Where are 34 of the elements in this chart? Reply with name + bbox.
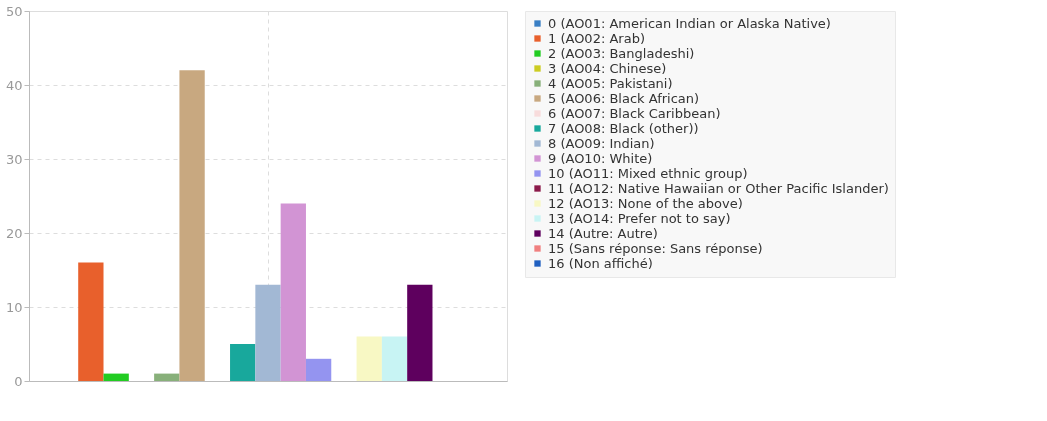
y-tick-label: 30: [5, 151, 23, 167]
bar: [154, 373, 180, 381]
legend-label: 16 (Non affiché): [548, 255, 653, 271]
legend-label: 13 (AO14: Prefer not to say): [548, 210, 731, 226]
y-tick-label: 0: [14, 373, 23, 389]
legend-label: 12 (AO13: None of the above): [548, 195, 743, 211]
bar: [407, 284, 433, 381]
legend-label: 5 (AO06: Black African): [548, 90, 700, 106]
bar: [230, 344, 256, 381]
legend-label: 2 (AO03: Bangladeshi): [548, 45, 695, 61]
y-tick-label: 10: [5, 299, 23, 315]
y-tick-label: 40: [5, 77, 23, 93]
legend-label: 9 (AO10: White): [548, 150, 653, 166]
legend-label: 10 (AO11: Mixed ethnic group): [548, 165, 748, 181]
legend-label: 4 (AO05: Pakistani): [548, 75, 673, 91]
legend-label: 3 (AO04: Chinese): [548, 60, 667, 76]
bar: [356, 336, 382, 381]
bar: [381, 336, 408, 381]
legend-label: 6 (AO07: Black Caribbean): [548, 105, 721, 121]
y-tick-label: 50: [5, 3, 23, 19]
legend-label: 8 (AO09: Indian): [548, 135, 655, 151]
bar: [280, 203, 306, 381]
bar: [255, 284, 281, 381]
legend-label: 14 (Autre: Autre): [548, 225, 658, 241]
y-tick-label: 20: [5, 225, 23, 241]
legend-label: 11 (AO12: Native Hawaiian or Other Pacific Islander): [548, 180, 889, 196]
bar: [78, 262, 104, 381]
bar: [103, 373, 129, 381]
bar: [305, 358, 332, 381]
legend-label: 0 (AO01: American Indian or Alaska Native): [548, 15, 831, 31]
legend-label: 15 (Sans réponse: Sans réponse): [548, 240, 763, 256]
bar: [179, 70, 205, 381]
legend-label: 1 (AO02: Arab): [548, 30, 645, 46]
legend-label: 7 (AO08: Black (other)): [548, 120, 699, 136]
